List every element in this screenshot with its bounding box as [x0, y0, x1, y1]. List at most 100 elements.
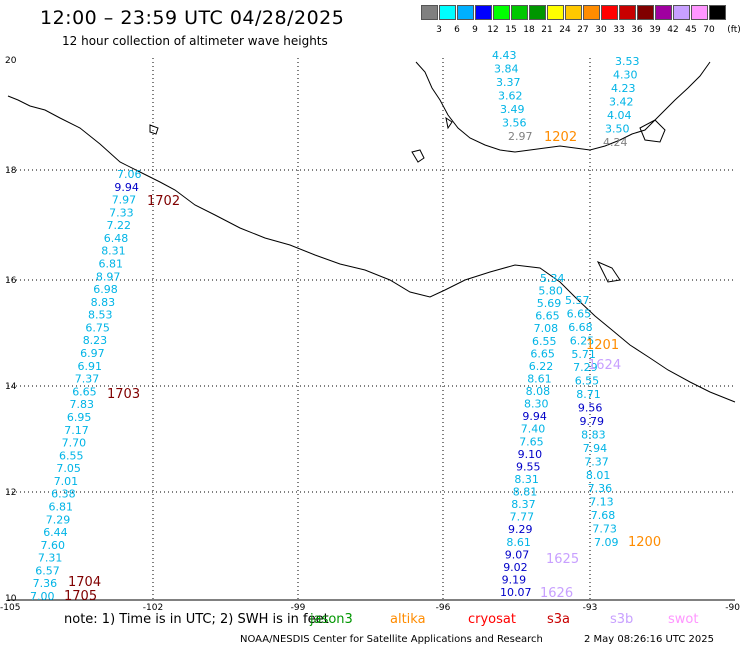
- legend-swatch: [511, 5, 528, 20]
- legend-label: 9: [472, 25, 478, 35]
- wave-height-label: 6.68: [568, 321, 593, 334]
- wave-height-label: 6.95: [67, 411, 92, 424]
- wave-height-label: 7.29: [46, 513, 71, 526]
- wave-height-label: 7.37: [584, 455, 609, 468]
- wave-height-label: 7.60: [41, 539, 66, 552]
- wave-height-label: 8.08: [526, 385, 551, 398]
- satellite-s3b: s3b: [610, 612, 634, 627]
- legend-swatch: [691, 5, 708, 20]
- wave-height-label: 4.04: [607, 109, 632, 122]
- wave-height-label: 6.55: [575, 375, 600, 388]
- island-d: [149, 124, 159, 135]
- wave-height-label: 8.31: [101, 245, 126, 258]
- legend-label: 3: [436, 25, 442, 35]
- island-e: [445, 116, 453, 130]
- wave-height-label: 7.13: [589, 496, 614, 509]
- wave-height-label: 5.80: [538, 285, 563, 298]
- wave-height-label: 5.57: [565, 294, 590, 307]
- wave-height-label: 9.94: [522, 410, 547, 423]
- legend-swatch: [529, 5, 546, 20]
- wave-height-label: 7.17: [64, 424, 89, 437]
- chart-subtitle: 12 hour collection of altimeter wave hei…: [62, 34, 328, 48]
- legend-label: 6: [454, 25, 460, 35]
- wave-height-label: 7.70: [62, 437, 87, 450]
- yucatan-coast: [415, 61, 711, 153]
- legend-swatch: [547, 5, 564, 20]
- wave-height-label: 3.53: [615, 55, 640, 68]
- wave-height-label: 8.83: [581, 428, 606, 441]
- wave-height-label: 2.97: [508, 130, 533, 143]
- wave-height-label: 8.53: [88, 309, 113, 322]
- wave-height-label: 10.07: [500, 586, 532, 599]
- wave-height-label: 9.19: [502, 573, 526, 586]
- legend-label: 15: [505, 25, 517, 35]
- wave-height-label: 8.01: [586, 469, 611, 482]
- legend-swatch: [421, 5, 438, 20]
- wave-height-label: 6.65: [535, 310, 560, 323]
- wave-height-label: 3.49: [500, 103, 525, 116]
- wave-height-label: 8.83: [91, 296, 116, 309]
- wave-height-label: 6.81: [49, 501, 74, 514]
- legend-swatch: [709, 5, 726, 20]
- island-a: [411, 149, 425, 163]
- legend-label: 42: [667, 25, 679, 35]
- wave-height-label: 8.37: [511, 498, 536, 511]
- legend-label: 45: [685, 25, 697, 35]
- legend-label: 21: [541, 25, 553, 35]
- wave-height-label: 7.36: [33, 577, 58, 590]
- pass-time-label: 1200: [628, 535, 661, 550]
- longitude-label: -99: [291, 603, 306, 613]
- wave-height-label: 6.65: [567, 307, 592, 320]
- wave-height-label: 8.23: [83, 334, 108, 347]
- satellite-swot: swot: [668, 612, 699, 627]
- wave-height-label: 4.30: [613, 69, 638, 82]
- wave-height-label: 7.77: [510, 511, 534, 524]
- island-c: [596, 261, 621, 283]
- wave-height-label: 7.83: [70, 398, 95, 411]
- wave-height-label: 7.97: [112, 194, 137, 207]
- wave-height-label: 5.34: [540, 272, 565, 285]
- wave-height-label: 7.33: [109, 206, 134, 219]
- axis-labels: -105 -102 -99 -96 -93 -90 20 18 16 14 12 10: [0, 56, 740, 613]
- longitude-label: -96: [436, 603, 451, 613]
- wave-height-label: 7.36: [588, 482, 613, 495]
- wave-height-label: 6.91: [78, 360, 103, 373]
- pass-time-label: 1625: [546, 552, 579, 567]
- wave-height-label: 9.94: [114, 181, 138, 194]
- wave-height-label: 7.65: [519, 435, 544, 448]
- legend-label: 12: [487, 25, 499, 35]
- coastline: [7, 61, 736, 403]
- legend-swatch: [619, 5, 636, 20]
- latitude-label: 20: [5, 56, 17, 66]
- wave-height-label: 7.37: [75, 373, 100, 386]
- legend-swatch: [565, 5, 582, 20]
- note-text: note: 1) Time is in UTC; 2) SWH is in fe…: [64, 612, 329, 627]
- longitude-label: -102: [143, 603, 163, 613]
- legend-label: 36: [631, 25, 643, 35]
- legend-swatch: [655, 5, 672, 20]
- wave-height-label: 4.43: [492, 49, 517, 62]
- wave-height-label: 4.23: [611, 82, 636, 95]
- wave-height-label: 7.68: [591, 509, 616, 522]
- pass-time-label: 1705: [64, 589, 97, 604]
- wave-height-label: 6.55: [59, 449, 84, 462]
- wave-height-label: 9.55: [516, 460, 541, 473]
- legend-swatch: [673, 5, 690, 20]
- mexico-coast: [7, 95, 736, 403]
- wave-height-label: 6.65: [530, 347, 555, 360]
- latitude-label: 10: [5, 594, 17, 604]
- wave-height-label: 9.02: [503, 561, 528, 574]
- wave-height-label: 7.40: [521, 423, 546, 436]
- island-b: [639, 119, 666, 143]
- legend-label: 27: [577, 25, 589, 35]
- legend-label: 70: [703, 25, 715, 35]
- latitude-label: 18: [5, 166, 17, 176]
- satellite-s3a: s3a: [547, 612, 571, 627]
- longitude-label: -93: [583, 603, 598, 613]
- timestamp-text: 2 May 08:26:16 UTC 2025: [584, 634, 714, 645]
- pass-time-label: 1626: [540, 586, 573, 601]
- wave-height-label: 7.94: [583, 442, 608, 455]
- wave-height-label: 6.48: [104, 232, 129, 245]
